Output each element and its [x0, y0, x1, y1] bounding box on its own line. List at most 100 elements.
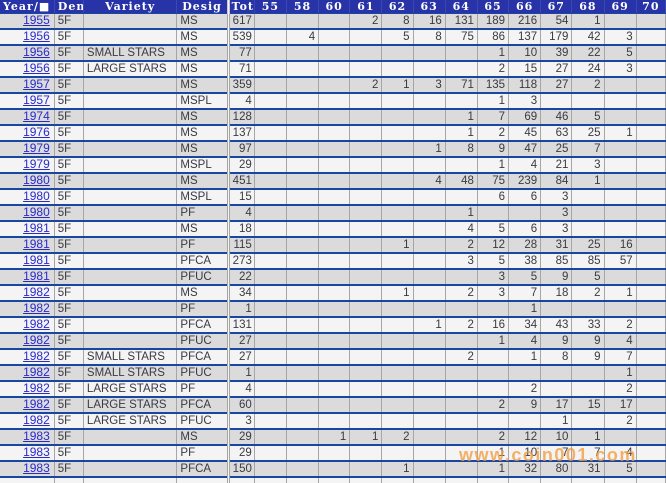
cell-year: 1982: [0, 285, 55, 302]
cell-grade-63: [413, 269, 446, 286]
cell-grade-55: [254, 317, 287, 334]
cell-desig: MS: [176, 285, 229, 302]
cell-grade-70: [636, 237, 666, 254]
year-link[interactable]: 1979: [23, 141, 50, 155]
cell-grade-69: 1: [604, 285, 637, 302]
cell-grade-63: [413, 429, 446, 446]
year-link[interactable]: 1983: [23, 461, 50, 475]
cell-grade-69: 3: [604, 29, 637, 46]
year-link[interactable]: 1957: [23, 77, 50, 91]
year-link[interactable]: 1980: [23, 173, 50, 187]
table-row: 1981 5F PF 115 1 2 12 28 31 25 16: [0, 237, 666, 254]
year-link[interactable]: 1956: [23, 29, 50, 43]
year-link[interactable]: 1982: [23, 333, 50, 347]
cell-grade-63: 4: [413, 173, 446, 190]
cell-grade-65: 2: [477, 61, 510, 78]
year-link[interactable]: 1976: [23, 125, 50, 139]
year-link[interactable]: 1974: [23, 109, 50, 123]
year-link[interactable]: 1981: [23, 269, 50, 283]
cell-year: 1982: [0, 397, 55, 414]
cell-grade-70: [636, 173, 666, 190]
table-row: 1982 5F PF 1 1: [0, 301, 666, 318]
year-link[interactable]: 1981: [23, 253, 50, 267]
table-row: 1957 5F MSPL 4 1 3: [0, 93, 666, 110]
year-link[interactable]: 1980: [23, 205, 50, 219]
year-link[interactable]: 1956: [23, 45, 50, 59]
cell-tot: 71: [226, 61, 255, 78]
cell-grade-70: [636, 189, 666, 206]
cell-grade-63: 1: [413, 317, 446, 334]
cell-grade-70: [636, 45, 666, 62]
cell-grade-68: [571, 413, 605, 430]
cell-grade-62: [381, 45, 414, 62]
cell-tot: 131: [226, 317, 255, 334]
cell-grade-65: 1: [477, 333, 510, 350]
cell-grade-55: [254, 77, 287, 94]
cell-grade-69: 4: [604, 333, 637, 350]
cell-grade-68: 9: [571, 349, 605, 366]
cell-grade-69: 5: [604, 461, 637, 478]
cell-tot: 18: [226, 221, 255, 238]
table-row: 1982 5F SMALL STARS PFUC 1 1: [0, 365, 666, 382]
year-link[interactable]: 1982: [23, 285, 50, 299]
cell-grade-64: 2: [445, 285, 478, 302]
cell-grade-68: 1: [571, 173, 605, 190]
cell-year: 1983: [0, 461, 55, 478]
cell-grade-70: [636, 157, 666, 174]
year-link[interactable]: 1982: [23, 381, 50, 395]
cell-grade-66: 10: [508, 445, 542, 462]
cell-grade-58: [286, 93, 320, 110]
cell-grade-63: [413, 205, 446, 222]
year-link[interactable]: 1983: [23, 429, 50, 443]
cell-year: 1956: [0, 61, 55, 78]
col-header-61: 61: [349, 0, 383, 14]
year-link[interactable]: 1981: [23, 237, 50, 251]
year-link[interactable]: 1982: [23, 365, 50, 379]
cell-year: 1980: [0, 205, 55, 222]
cell-grade-68: 9: [571, 333, 605, 350]
col-header-68: 68: [571, 0, 605, 14]
cell-grade-60: [318, 221, 351, 238]
year-link[interactable]: 1982: [23, 413, 50, 427]
cell-grade-58: [286, 269, 320, 286]
table-row: 1983 5F PFCA 150 1 1 32 80 31 5: [0, 461, 666, 478]
cell-grade-64: 2: [445, 349, 478, 366]
year-link[interactable]: 1981: [23, 221, 50, 235]
year-link[interactable]: 1979: [23, 157, 50, 171]
col-header-67: 67: [540, 0, 573, 14]
cell-grade-63: [413, 157, 446, 174]
year-link[interactable]: 1957: [23, 93, 50, 107]
cell-grade-63: [413, 381, 446, 398]
cell-grade-65: [477, 349, 510, 366]
cell-grade-65: 86: [477, 29, 510, 46]
year-link[interactable]: 1982: [23, 317, 50, 331]
cell-grade-63: [413, 221, 446, 238]
year-link[interactable]: 1982: [23, 397, 50, 411]
cell-tot: 60: [226, 397, 255, 414]
cell-variety: [83, 173, 178, 190]
cell-grade-58: [286, 189, 320, 206]
cell-grade-60: [318, 253, 351, 270]
cell-grade-66: [508, 365, 542, 382]
cell-grade-69: 2: [604, 317, 637, 334]
year-link[interactable]: 1956: [23, 61, 50, 75]
year-link[interactable]: 1955: [23, 13, 50, 27]
year-link[interactable]: 1982: [23, 349, 50, 363]
cell-variety: [83, 157, 178, 174]
cell-grade-61: [349, 381, 383, 398]
cell-variety: [83, 109, 178, 126]
year-link[interactable]: 1980: [23, 189, 50, 203]
cell-grade-64: 2: [445, 317, 478, 334]
cell-grade-63: [413, 397, 446, 414]
cell-grade-67: 84: [540, 173, 573, 190]
cell-grade-55: [254, 397, 287, 414]
cell-variety: [83, 189, 178, 206]
cell-grade-62: [381, 173, 414, 190]
cell-grade-66: 47: [508, 141, 542, 158]
cell-variety: [83, 301, 178, 318]
cell-grade-60: [318, 157, 351, 174]
col-header-70: 70: [636, 0, 666, 14]
year-link[interactable]: 1982: [23, 301, 50, 315]
year-link[interactable]: 1983: [23, 445, 50, 459]
